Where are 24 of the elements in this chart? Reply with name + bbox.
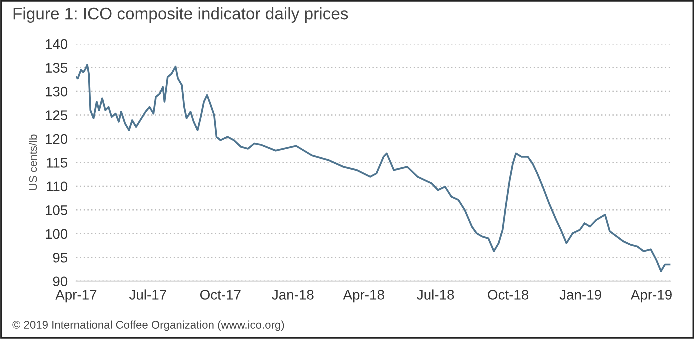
- x-tick-label: Jul-18: [417, 290, 454, 300]
- x-tick-label: Apr-19: [630, 290, 672, 303]
- chart-title: Figure 1: ICO composite indicator daily prices: [14, 7, 348, 24]
- text: © 2019 International Coffee Organization (www.ico.org): [12, 320, 284, 332]
- y-tick-label: 110: [47, 182, 68, 192]
- y-tick-label: 115: [47, 158, 68, 168]
- x-tick-label: Jan-19: [560, 290, 602, 300]
- y-tick-label: 140: [46, 39, 68, 50]
- y-tick-label: 130: [46, 86, 68, 97]
- y-tick-label: 100: [46, 229, 68, 240]
- y-tick-label: 90: [53, 276, 68, 287]
- y-tick-label: 125: [46, 110, 68, 120]
- x-tick-label: Jan-18: [272, 290, 314, 300]
- y-axis-title: US cents/lb: [29, 134, 38, 190]
- y-tick-label: 105: [46, 206, 68, 216]
- y-tick-label: 120: [46, 134, 68, 144]
- x-tick-label: Apr-17: [56, 290, 97, 303]
- x-tick-label: Apr-18: [343, 290, 384, 303]
- x-tick-label: Jul-17: [129, 290, 166, 300]
- line-series: [76, 64, 671, 272]
- x-tick-label: Oct-18: [488, 290, 529, 300]
- y-tick-label: 95: [53, 252, 68, 263]
- x-tick-label: Oct-17: [200, 290, 241, 300]
- y-tick-label: 135: [46, 63, 68, 73]
